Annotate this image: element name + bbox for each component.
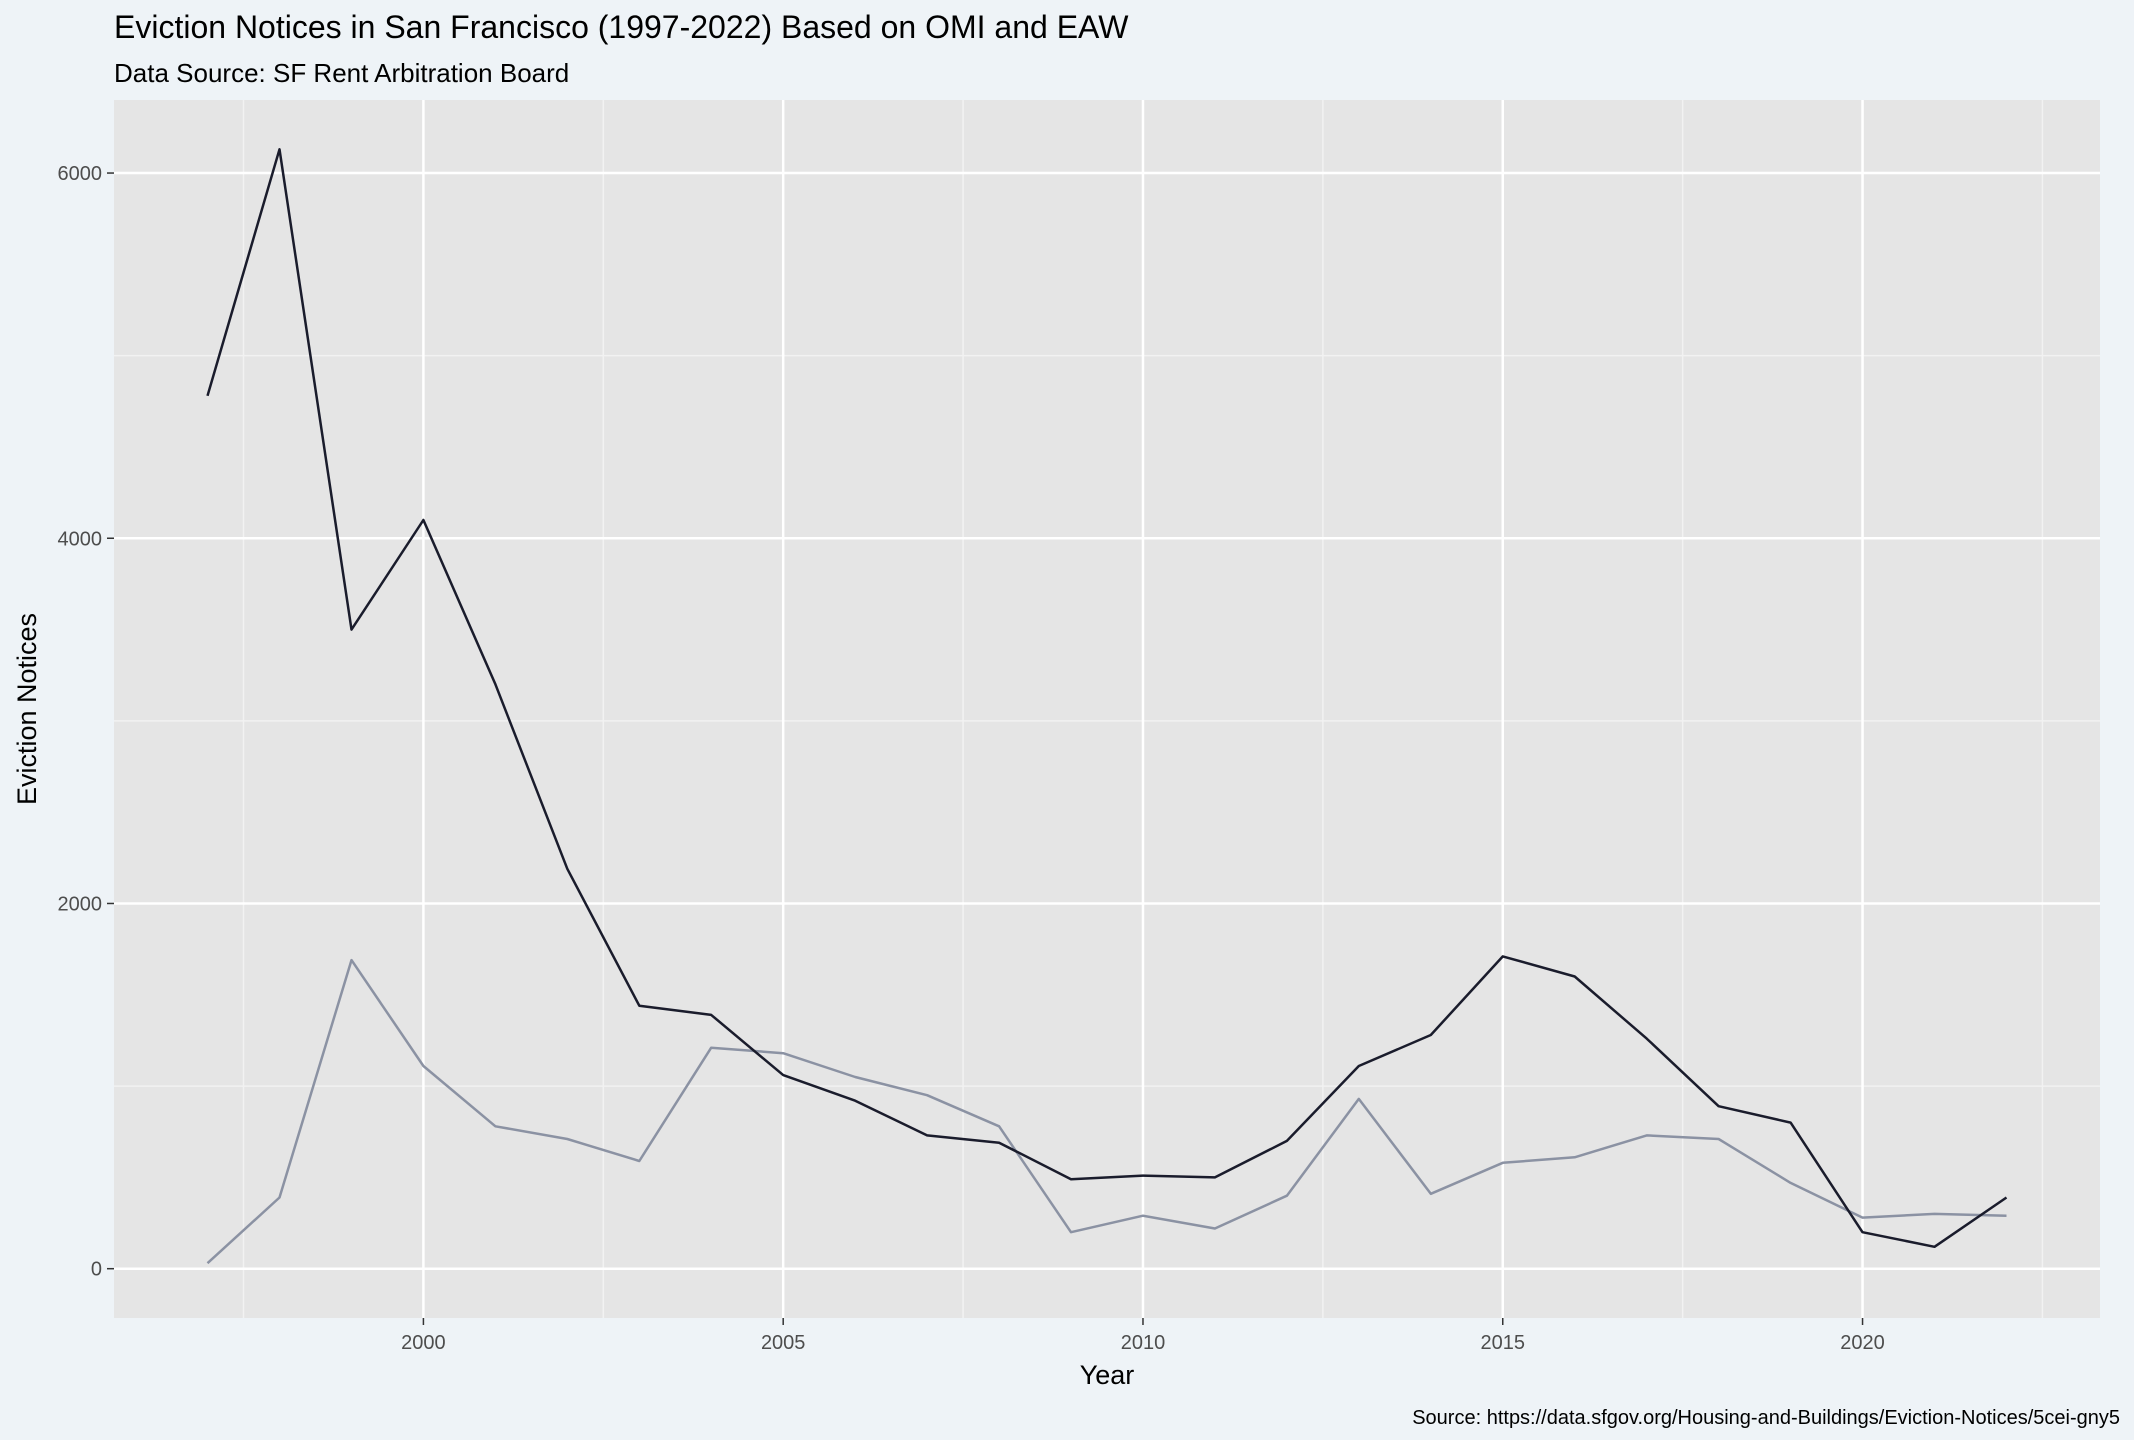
major-gridlines <box>114 100 2100 1318</box>
x-tick-label: 2010 <box>1121 1332 1166 1354</box>
series-lines <box>206 148 2008 1265</box>
chart-title: Eviction Notices in San Francisco (1997-… <box>114 9 1129 45</box>
y-tick-label: 4000 <box>58 528 103 550</box>
y-tick-label: 6000 <box>58 163 103 185</box>
plot-panel <box>114 100 2100 1318</box>
y-tick-label: 2000 <box>58 893 103 915</box>
x-axis-ticks: 2000 2005 2010 2015 2020 <box>401 1318 1885 1354</box>
x-tick-label: 2015 <box>1481 1332 1526 1354</box>
series-line-omi <box>206 148 2008 1249</box>
source-caption: Source: https://data.sfgov.org/Housing-a… <box>1412 1407 2120 1429</box>
y-axis-ticks: 0 2000 4000 6000 <box>58 163 114 1281</box>
x-tick-label: 2000 <box>401 1332 446 1354</box>
y-tick-label: 0 <box>91 1259 102 1281</box>
y-axis-title: Eviction Notices <box>12 613 42 805</box>
series-line-eaw <box>206 958 2007 1265</box>
x-axis-title: Year <box>1080 1360 1135 1390</box>
chart-subtitle: Data Source: SF Rent Arbitration Board <box>114 58 569 88</box>
x-tick-label: 2020 <box>1840 1332 1885 1354</box>
x-tick-label: 2005 <box>761 1332 806 1354</box>
minor-gridlines <box>114 100 2100 1318</box>
